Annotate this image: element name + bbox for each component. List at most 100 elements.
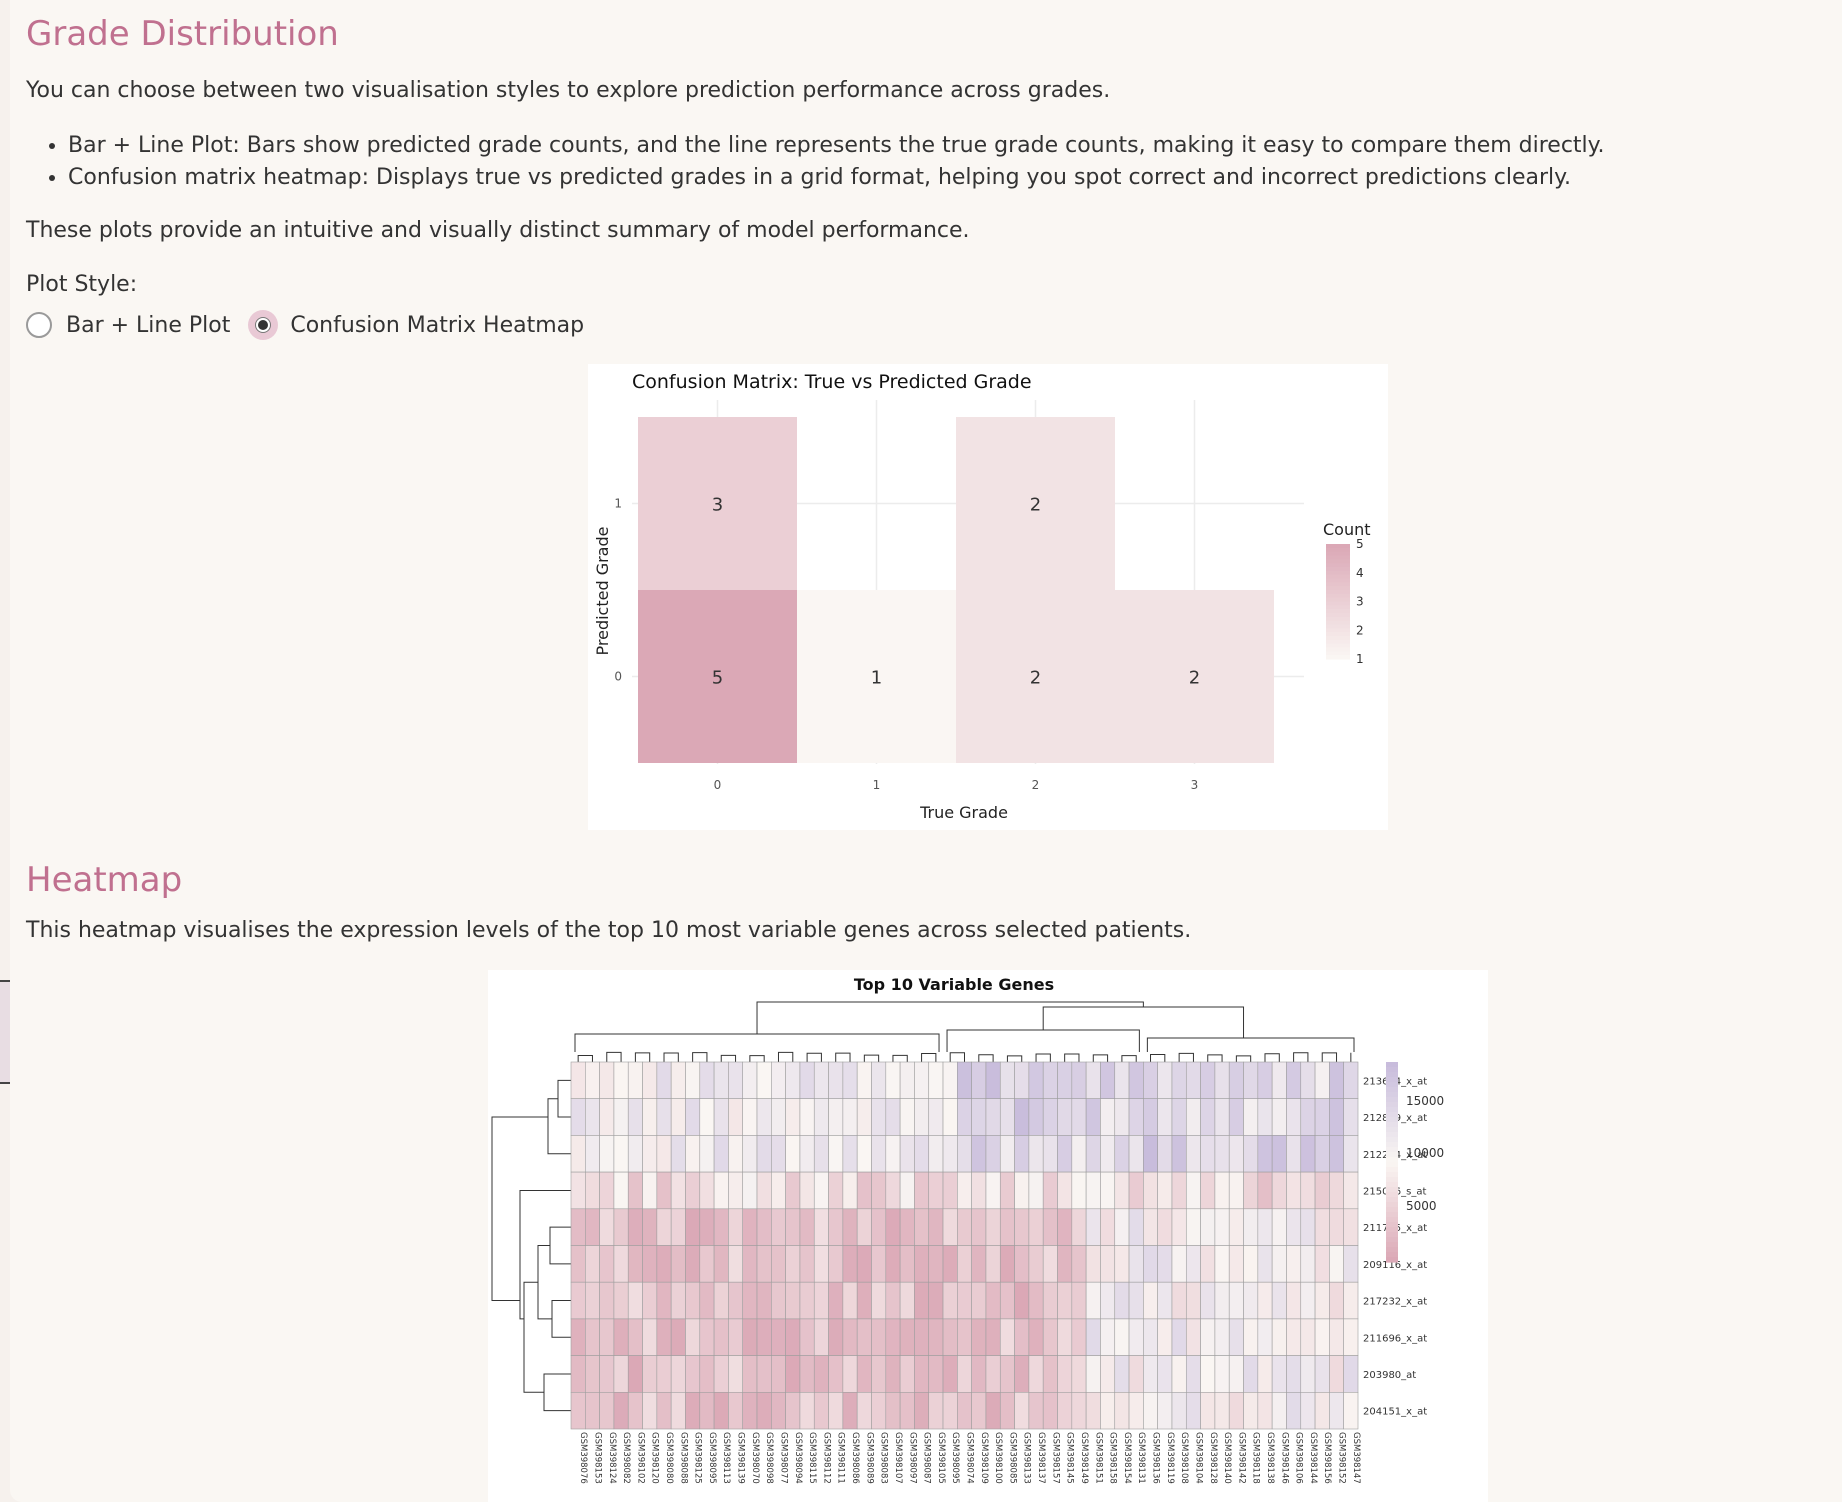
gh-cell bbox=[1271, 1391, 1287, 1430]
gh-legend-step bbox=[1386, 1197, 1398, 1203]
gh-cell bbox=[1114, 1391, 1130, 1430]
gh-cell bbox=[1057, 1061, 1073, 1100]
gh-cell bbox=[1243, 1171, 1259, 1210]
cm-legend-step bbox=[1326, 651, 1350, 656]
gh-legend-tick: 5000 bbox=[1406, 1199, 1437, 1213]
gh-dendrogram-branch bbox=[1035, 1053, 1051, 1062]
gh-dendrogram-branch bbox=[892, 1054, 908, 1062]
gh-cell bbox=[728, 1281, 744, 1320]
gh-legend-step bbox=[1386, 1097, 1398, 1103]
gh-cell bbox=[1128, 1355, 1144, 1393]
gh-dendrogram-branch bbox=[577, 1055, 593, 1062]
gh-cell bbox=[627, 1245, 643, 1283]
gh-cell bbox=[1300, 1355, 1316, 1393]
gh-cell bbox=[728, 1208, 744, 1246]
cm-legend-step bbox=[1326, 563, 1350, 568]
gh-dendrogram-branch bbox=[574, 1033, 940, 1052]
gh-cell bbox=[1100, 1208, 1116, 1246]
gh-cell bbox=[942, 1391, 958, 1430]
cm-cell bbox=[1115, 590, 1274, 763]
gh-column-label: GSM398145 bbox=[1065, 1432, 1075, 1484]
radio-confusion-matrix-label[interactable]: Confusion Matrix Heatmap bbox=[290, 312, 585, 338]
gh-cell bbox=[928, 1355, 944, 1393]
gh-cell bbox=[699, 1245, 715, 1283]
gh-cell bbox=[599, 1208, 615, 1246]
radio-confusion-matrix[interactable]: Confusion Matrix Heatmap bbox=[250, 312, 584, 338]
gh-cell bbox=[570, 1171, 586, 1210]
gh-cell bbox=[699, 1391, 715, 1430]
gh-cell bbox=[670, 1208, 686, 1246]
gh-cell bbox=[828, 1281, 844, 1320]
gh-cell bbox=[1271, 1281, 1287, 1320]
radio-checked-icon[interactable] bbox=[250, 312, 277, 338]
gh-cells bbox=[570, 1061, 1359, 1430]
gh-legend-step bbox=[1386, 1107, 1398, 1113]
gh-column-label: GSM398089 bbox=[864, 1432, 874, 1484]
gh-cell bbox=[813, 1098, 829, 1136]
gh-cell bbox=[685, 1245, 701, 1283]
gh-cell bbox=[642, 1355, 658, 1393]
gh-cell bbox=[699, 1355, 715, 1393]
gh-cell bbox=[1128, 1098, 1144, 1136]
gh-cell bbox=[1157, 1281, 1173, 1320]
gh-cell bbox=[1228, 1245, 1244, 1283]
gh-column-label: GSM398137 bbox=[1036, 1432, 1046, 1484]
gh-cell bbox=[1157, 1391, 1173, 1430]
gh-cell bbox=[1171, 1245, 1187, 1283]
gh-dendrogram-branch bbox=[1042, 1006, 1245, 1038]
gh-column-label: GSM398095 bbox=[707, 1432, 717, 1484]
gh-column-label: GSM398144 bbox=[1308, 1432, 1318, 1484]
gh-cell bbox=[1042, 1318, 1058, 1356]
gh-cell bbox=[613, 1391, 629, 1430]
gh-cell bbox=[999, 1355, 1015, 1393]
radio-bar-line-label[interactable]: Bar + Line Plot bbox=[66, 312, 231, 338]
gh-column-label: GSM398080 bbox=[664, 1432, 674, 1484]
gh-column-label: GSM398088 bbox=[678, 1432, 688, 1484]
cm-legend-step bbox=[1326, 605, 1350, 610]
gh-cell bbox=[1228, 1355, 1244, 1393]
gh-cell bbox=[1314, 1135, 1330, 1173]
gh-cell bbox=[1286, 1355, 1302, 1393]
gh-cell bbox=[1171, 1391, 1187, 1430]
gh-cell bbox=[985, 1355, 1001, 1393]
gh-dendrogram-branch bbox=[1293, 1052, 1309, 1062]
gh-cell bbox=[1185, 1355, 1201, 1393]
gh-cell bbox=[1271, 1208, 1287, 1246]
gh-legend-step bbox=[1386, 1182, 1398, 1188]
gh-cell bbox=[1343, 1281, 1359, 1320]
gh-cell bbox=[1028, 1245, 1044, 1283]
gh-cell bbox=[1014, 1391, 1030, 1430]
gh-cell bbox=[1329, 1318, 1344, 1356]
gh-cell bbox=[699, 1135, 715, 1173]
gh-legend-step bbox=[1386, 1112, 1398, 1118]
gh-cell bbox=[1143, 1318, 1158, 1356]
gh-dendrogram-branch bbox=[1006, 1055, 1023, 1062]
gh-cell bbox=[828, 1318, 844, 1356]
gh-cell bbox=[599, 1391, 615, 1430]
gh-legend-step bbox=[1386, 1217, 1398, 1223]
gh-cell bbox=[1085, 1245, 1101, 1283]
cm-legend-step bbox=[1326, 567, 1350, 572]
confusion-matrix-chart: Confusion Matrix: True vs Predicted Grad… bbox=[588, 364, 1388, 830]
gh-cell bbox=[713, 1391, 729, 1430]
gh-cell bbox=[1243, 1245, 1259, 1283]
gh-cell bbox=[1185, 1208, 1201, 1246]
gh-legend: 15000 10000 5000 bbox=[1386, 1062, 1444, 1263]
gh-cell bbox=[985, 1208, 1001, 1246]
gh-cell bbox=[599, 1245, 615, 1283]
gh-cell bbox=[1085, 1171, 1101, 1210]
radio-unchecked-icon[interactable] bbox=[26, 312, 52, 338]
gh-legend-step bbox=[1386, 1257, 1398, 1263]
gh-cell bbox=[1185, 1281, 1201, 1320]
cm-legend-tick: 4 bbox=[1356, 566, 1364, 580]
gh-column-label: GSM398098 bbox=[764, 1432, 774, 1484]
cm-legend-step bbox=[1326, 643, 1350, 649]
gh-cell bbox=[914, 1061, 930, 1100]
gh-cell bbox=[957, 1171, 972, 1210]
gh-cell bbox=[1286, 1245, 1302, 1283]
gh-cell bbox=[785, 1355, 801, 1393]
radio-bar-line-plot[interactable]: Bar + Line Plot bbox=[26, 312, 230, 338]
gh-cell bbox=[1071, 1355, 1087, 1393]
gh-dendrogram-root bbox=[756, 1001, 1144, 1034]
gh-cell bbox=[856, 1171, 872, 1210]
